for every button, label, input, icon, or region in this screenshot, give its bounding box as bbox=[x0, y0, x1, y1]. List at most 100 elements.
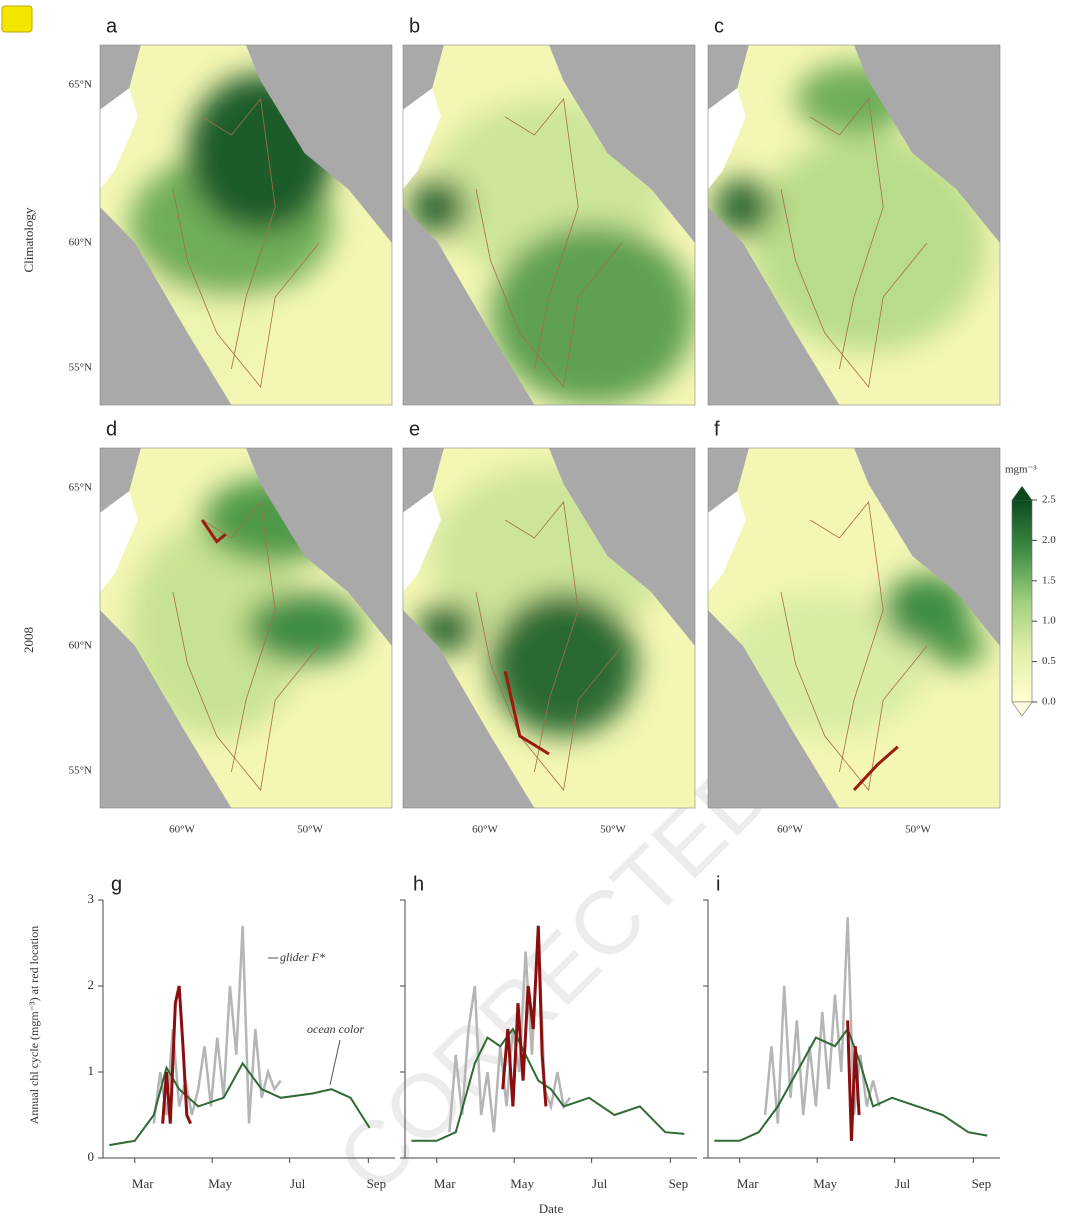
lat-tick-label: 65°N bbox=[69, 79, 92, 91]
red-track bbox=[503, 670, 550, 756]
x-tick-label: Mar bbox=[132, 1176, 154, 1191]
land bbox=[708, 45, 749, 110]
map-frame bbox=[402, 44, 696, 406]
track bbox=[780, 591, 928, 791]
lat-tick-label: 65°N bbox=[69, 482, 92, 494]
chl-blob bbox=[490, 225, 695, 405]
series-line bbox=[846, 1020, 861, 1141]
land bbox=[708, 207, 840, 405]
chl-blob bbox=[246, 592, 363, 664]
coast-gap bbox=[403, 491, 441, 592]
row-label: Climatology bbox=[21, 207, 36, 273]
track bbox=[201, 501, 276, 773]
coast-gap bbox=[403, 88, 441, 189]
x-tick-label: May bbox=[510, 1176, 534, 1191]
y-tick-label: 0 bbox=[88, 1149, 95, 1164]
map bbox=[100, 448, 392, 808]
panel-letter: h bbox=[413, 873, 424, 895]
x-tick-label: Jul bbox=[290, 1176, 306, 1191]
annotation: glider F* bbox=[280, 950, 325, 964]
lon-tick-label: 50°W bbox=[297, 824, 323, 836]
map bbox=[403, 45, 695, 405]
panel-letter: d bbox=[106, 418, 117, 440]
land bbox=[246, 45, 392, 243]
lat-tick-label: 55°N bbox=[69, 362, 92, 374]
land bbox=[403, 207, 535, 405]
annotation: ocean color bbox=[307, 1022, 364, 1036]
track bbox=[475, 188, 623, 388]
land bbox=[854, 448, 1000, 646]
colorbar-cap bbox=[1012, 486, 1032, 500]
red-track bbox=[200, 519, 227, 544]
track bbox=[172, 591, 320, 791]
lon-tick-label: 60°W bbox=[472, 824, 498, 836]
track bbox=[475, 591, 623, 791]
x-tick-label: Mar bbox=[737, 1176, 759, 1191]
land bbox=[403, 610, 535, 808]
map-frame bbox=[99, 44, 393, 406]
colorbar bbox=[1011, 499, 1033, 703]
panel-letter: g bbox=[111, 873, 122, 895]
chl-blob bbox=[408, 178, 468, 236]
series-line bbox=[161, 985, 192, 1125]
panel-letter: c bbox=[714, 15, 724, 37]
coast-gap bbox=[708, 491, 746, 592]
x-tick-label: Jul bbox=[895, 1176, 911, 1191]
panel-letter: f bbox=[714, 418, 720, 440]
coast-gap bbox=[100, 88, 138, 189]
land bbox=[854, 45, 1000, 243]
track bbox=[201, 98, 276, 370]
land bbox=[403, 448, 444, 513]
red-track bbox=[852, 745, 899, 792]
series-line bbox=[109, 1061, 371, 1147]
y-tick-label: 3 bbox=[88, 891, 95, 906]
lat-tick-label: 55°N bbox=[69, 765, 92, 777]
series-line bbox=[152, 925, 282, 1124]
annotation-leader bbox=[329, 1039, 341, 1086]
colorbar-cap bbox=[1011, 701, 1033, 717]
colorbar-tick-label: 1.5 bbox=[1042, 574, 1056, 586]
chl-blob bbox=[713, 178, 773, 236]
chl-blob bbox=[129, 520, 305, 736]
lon-tick-label: 50°W bbox=[600, 824, 626, 836]
land bbox=[549, 448, 695, 646]
x-tick-label: Jul bbox=[592, 1176, 608, 1191]
x-tick-label: May bbox=[208, 1176, 232, 1191]
panel-letter: i bbox=[716, 873, 720, 895]
track bbox=[504, 98, 579, 370]
x-tick-label: Sep bbox=[367, 1176, 387, 1191]
track bbox=[809, 501, 884, 773]
track bbox=[504, 501, 579, 773]
coast-gap bbox=[708, 88, 746, 189]
x-tick-label: Mar bbox=[434, 1176, 456, 1191]
lat-tick-label: 60°N bbox=[69, 640, 92, 652]
y-tick-label: 1 bbox=[88, 1063, 95, 1078]
lon-tick-label: 60°W bbox=[169, 824, 195, 836]
coast-gap bbox=[100, 491, 138, 592]
land bbox=[549, 45, 695, 243]
y-axis-label: Annual chl cycle (mgm⁻³) at red location bbox=[27, 926, 41, 1125]
map-frame bbox=[99, 447, 393, 809]
land bbox=[708, 448, 749, 513]
series-line bbox=[411, 1027, 685, 1142]
x-tick-label: May bbox=[813, 1176, 837, 1191]
series-line bbox=[763, 917, 881, 1124]
colorbar-tick-label: 0.5 bbox=[1042, 655, 1056, 667]
land bbox=[246, 448, 392, 646]
map-frame bbox=[707, 447, 1001, 809]
x-tick-label: Sep bbox=[669, 1176, 689, 1191]
land bbox=[708, 610, 840, 808]
panel-letter: a bbox=[106, 15, 118, 37]
series-line bbox=[501, 925, 548, 1107]
chl-blob bbox=[490, 592, 637, 736]
track bbox=[172, 188, 320, 388]
map bbox=[403, 448, 695, 808]
land bbox=[100, 610, 232, 808]
colorbar-tick-label: 1.0 bbox=[1042, 615, 1056, 627]
land bbox=[100, 207, 232, 405]
x-axis-label: Date bbox=[539, 1201, 564, 1216]
land bbox=[100, 448, 141, 513]
row-label: 2008 bbox=[21, 627, 36, 653]
note-icon[interactable] bbox=[1, 5, 33, 33]
